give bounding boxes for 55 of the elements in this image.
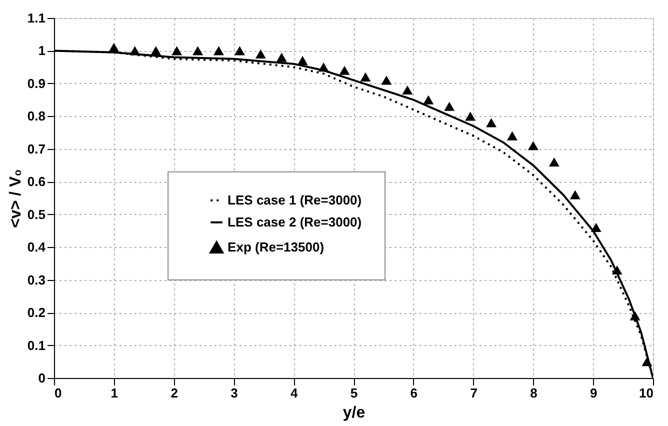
x-tick-label: 7 — [470, 386, 478, 400]
legend-label: LES case 2 (Re=3000) — [228, 214, 362, 230]
point — [318, 62, 329, 72]
x-tick-label: 0 — [54, 386, 62, 400]
point — [150, 46, 162, 56]
y-tick-label: 0.9 — [27, 76, 46, 91]
point — [339, 66, 350, 75]
y-axis-title: <v> / V₀ — [7, 169, 24, 228]
point — [255, 49, 266, 59]
y-tick-label: 0.2 — [27, 305, 46, 320]
point — [590, 222, 602, 232]
point — [381, 76, 392, 85]
point — [108, 42, 120, 52]
point — [213, 46, 224, 56]
point — [423, 95, 434, 104]
point — [642, 357, 652, 366]
x-tick-label: 6 — [410, 386, 418, 400]
x-tick-label: 10 — [639, 386, 654, 400]
y-tick-label: 0.5 — [27, 206, 46, 222]
x-tick-label: 8 — [530, 386, 538, 400]
legend-label: LES case 1 (Re=3000) — [228, 192, 362, 208]
y-tick-label: 0 — [38, 370, 46, 386]
point — [444, 102, 455, 111]
point — [548, 157, 560, 167]
y-tick-label: 1.1 — [27, 10, 46, 26]
y-tick-label: 0.4 — [27, 240, 46, 255]
point — [234, 46, 245, 56]
point — [506, 131, 518, 140]
x-tick-label: 4 — [290, 386, 298, 400]
x-tick-label: 3 — [230, 386, 238, 400]
point — [612, 265, 622, 275]
x-axis-title: y/e — [342, 404, 366, 422]
y-tick-label: 0.7 — [27, 141, 46, 156]
y-tick-label: 0.8 — [27, 108, 46, 124]
y-tick-label: 1 — [38, 43, 46, 58]
point — [465, 112, 476, 121]
point — [528, 141, 538, 150]
point — [570, 190, 580, 200]
point — [192, 46, 204, 56]
point — [297, 56, 308, 66]
legend-label: Exp (Re=13500) — [228, 239, 324, 254]
point — [276, 52, 287, 62]
x-tick-label: 9 — [590, 386, 598, 400]
x-tick-label: 5 — [350, 386, 358, 400]
point — [360, 72, 371, 82]
point — [130, 46, 140, 56]
x-tick-label: 2 — [170, 386, 178, 400]
point — [402, 85, 413, 95]
point — [486, 118, 497, 128]
y-tick-label: 0.6 — [27, 174, 46, 190]
y-tick-label: 0.3 — [27, 272, 46, 288]
point — [172, 46, 182, 56]
x-tick-label: 1 — [110, 386, 118, 400]
point — [630, 311, 640, 320]
y-tick-label: 0.1 — [27, 338, 46, 353]
